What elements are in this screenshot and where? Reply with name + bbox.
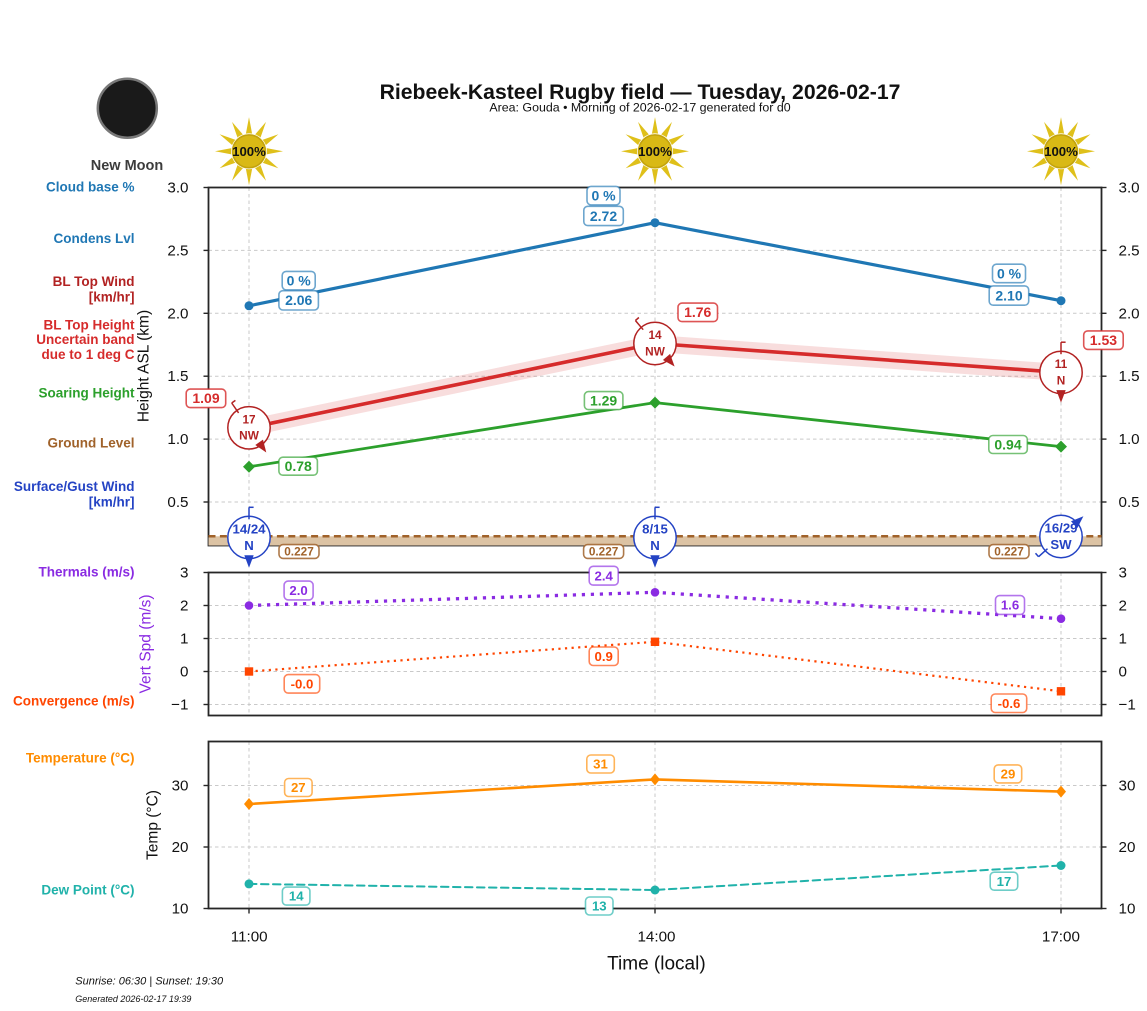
svg-text:[km/hr]: [km/hr] — [89, 290, 135, 305]
svg-text:13: 13 — [592, 899, 607, 914]
svg-text:1.5: 1.5 — [1119, 368, 1140, 385]
svg-text:2.0: 2.0 — [1119, 305, 1140, 322]
svg-text:Convergence (m/s): Convergence (m/s) — [13, 694, 135, 709]
svg-text:3: 3 — [1119, 565, 1127, 582]
svg-text:Ground Level: Ground Level — [47, 436, 134, 451]
svg-text:2.4: 2.4 — [595, 568, 614, 583]
svg-text:Sunrise: 06:30 | Sunset: 19:30: Sunrise: 06:30 | Sunset: 19:30 — [75, 976, 224, 988]
svg-text:20: 20 — [172, 839, 189, 856]
svg-text:10: 10 — [172, 901, 189, 918]
svg-text:New Moon: New Moon — [91, 158, 164, 174]
svg-text:0 %: 0 % — [287, 273, 312, 289]
svg-text:14:00: 14:00 — [637, 929, 675, 946]
svg-text:[km/hr]: [km/hr] — [89, 495, 135, 510]
svg-text:0 %: 0 % — [997, 265, 1022, 281]
svg-text:Condens Lvl: Condens Lvl — [53, 231, 134, 246]
svg-text:Height ASL (km): Height ASL (km) — [136, 310, 153, 422]
svg-text:SW: SW — [1050, 537, 1072, 552]
svg-text:1.6: 1.6 — [1001, 598, 1019, 613]
svg-text:17: 17 — [242, 412, 256, 426]
svg-text:100%: 100% — [638, 144, 672, 159]
svg-text:11:00: 11:00 — [231, 929, 268, 946]
svg-text:0 %: 0 % — [591, 188, 616, 204]
svg-text:Time (local): Time (local) — [607, 954, 706, 975]
svg-text:0.78: 0.78 — [285, 458, 312, 474]
svg-text:BL Top Wind: BL Top Wind — [53, 274, 135, 289]
svg-text:Temperature (°C): Temperature (°C) — [26, 751, 135, 766]
svg-text:Surface/Gust Wind: Surface/Gust Wind — [14, 479, 135, 494]
svg-text:1.0: 1.0 — [167, 431, 188, 448]
svg-text:0.227: 0.227 — [284, 545, 314, 559]
svg-text:Dew Point (°C): Dew Point (°C) — [41, 883, 134, 898]
svg-text:2.5: 2.5 — [1119, 242, 1140, 259]
svg-text:BL Top Height: BL Top Height — [44, 318, 135, 333]
svg-text:2.06: 2.06 — [285, 292, 312, 308]
svg-text:1.5: 1.5 — [167, 368, 188, 385]
svg-text:14/24: 14/24 — [232, 522, 266, 537]
svg-text:0: 0 — [180, 664, 188, 681]
svg-text:0.227: 0.227 — [994, 545, 1024, 559]
svg-text:Vert Spd (m/s): Vert Spd (m/s) — [138, 594, 155, 693]
svg-text:−1: −1 — [171, 697, 188, 714]
svg-text:−1: −1 — [1119, 697, 1136, 714]
svg-text:due to 1 deg C: due to 1 deg C — [41, 347, 134, 362]
svg-text:-0.0: -0.0 — [291, 677, 314, 692]
svg-text:N: N — [1057, 373, 1066, 387]
svg-text:20: 20 — [1119, 839, 1136, 856]
svg-text:3: 3 — [180, 565, 188, 582]
svg-text:0.5: 0.5 — [1119, 494, 1140, 511]
svg-text:11: 11 — [1055, 357, 1068, 371]
svg-text:2.0: 2.0 — [167, 305, 188, 322]
svg-text:2.72: 2.72 — [590, 208, 617, 224]
svg-text:29: 29 — [1001, 767, 1016, 782]
svg-text:2: 2 — [180, 598, 188, 615]
svg-text:1.76: 1.76 — [684, 304, 711, 320]
svg-text:8/15: 8/15 — [642, 522, 668, 537]
svg-text:2.0: 2.0 — [289, 583, 307, 598]
svg-text:1.29: 1.29 — [590, 393, 617, 409]
svg-text:N: N — [244, 538, 254, 553]
svg-text:NW: NW — [645, 344, 666, 358]
svg-text:100%: 100% — [232, 144, 266, 159]
svg-text:0: 0 — [1119, 664, 1127, 681]
svg-text:Cloud base %: Cloud base % — [46, 180, 135, 195]
svg-text:0.9: 0.9 — [595, 649, 613, 664]
svg-text:1.53: 1.53 — [1090, 332, 1117, 348]
svg-text:-0.6: -0.6 — [998, 696, 1021, 711]
svg-text:16/29: 16/29 — [1044, 521, 1077, 536]
svg-text:Temp (°C): Temp (°C) — [145, 790, 162, 860]
svg-text:Uncertain band: Uncertain band — [36, 332, 134, 347]
svg-text:1: 1 — [1119, 631, 1127, 648]
svg-text:0.227: 0.227 — [589, 545, 619, 559]
svg-text:0.5: 0.5 — [167, 494, 188, 511]
svg-text:17: 17 — [997, 874, 1012, 889]
svg-text:Area: Gouda • Morning of 2026-: Area: Gouda • Morning of 2026-02-17 gene… — [489, 101, 790, 115]
svg-text:3.0: 3.0 — [1119, 180, 1140, 197]
svg-text:14: 14 — [648, 328, 662, 342]
svg-text:0.94: 0.94 — [994, 436, 1021, 452]
svg-text:27: 27 — [291, 780, 306, 795]
svg-text:N: N — [650, 538, 660, 553]
svg-text:2.5: 2.5 — [167, 242, 188, 259]
svg-text:30: 30 — [1119, 778, 1136, 795]
svg-text:2: 2 — [1119, 598, 1127, 615]
svg-text:10: 10 — [1119, 901, 1136, 918]
svg-text:1.09: 1.09 — [192, 390, 219, 406]
svg-text:14: 14 — [289, 889, 304, 904]
svg-text:2.10: 2.10 — [995, 287, 1022, 303]
svg-text:NW: NW — [239, 429, 260, 443]
svg-text:Thermals (m/s): Thermals (m/s) — [38, 565, 134, 580]
svg-text:1.0: 1.0 — [1119, 431, 1140, 448]
svg-text:17:00: 17:00 — [1042, 929, 1080, 946]
svg-text:Soaring Height: Soaring Height — [38, 386, 135, 401]
svg-text:100%: 100% — [1044, 144, 1078, 159]
svg-text:30: 30 — [172, 778, 189, 795]
svg-text:31: 31 — [593, 757, 608, 772]
svg-text:3.0: 3.0 — [167, 180, 188, 197]
svg-text:1: 1 — [180, 631, 188, 648]
svg-text:Generated 2026-02-17 19:39: Generated 2026-02-17 19:39 — [75, 994, 191, 1004]
svg-text:Riebeek-Kasteel Rugby field —: Riebeek-Kasteel Rugby field — Tuesday, 2… — [380, 81, 901, 104]
